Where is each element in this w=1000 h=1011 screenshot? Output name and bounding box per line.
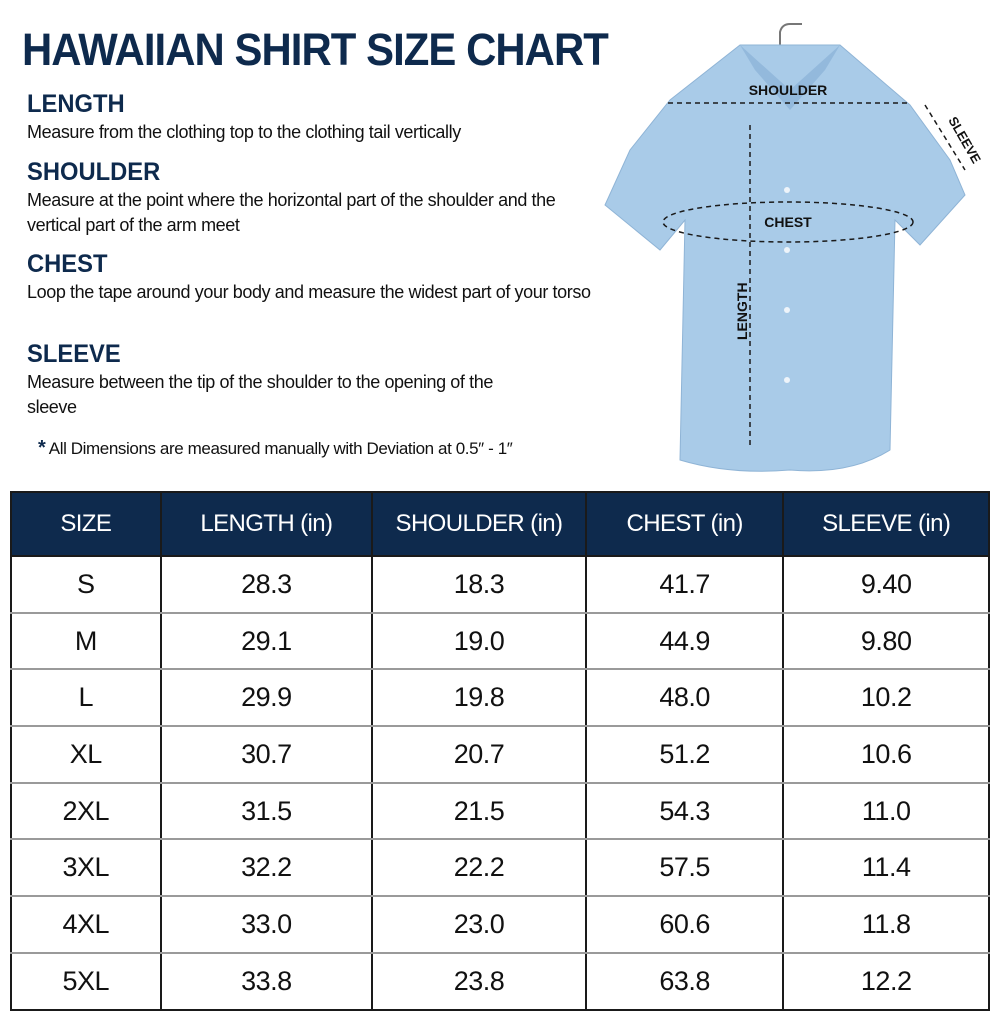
table-cell: 23.0 [371, 895, 587, 954]
table-cell: 29.1 [159, 611, 374, 671]
table-row: S 28.3 18.3 41.7 9.40 [10, 555, 990, 614]
section-sleeve: SLEEVE Measure between the tip of the sh… [27, 340, 547, 420]
size-table: SIZE LENGTH (in) SHOULDER (in) CHEST (in) SL… [10, 491, 990, 1011]
shirt-body [604, 44, 966, 472]
table-cell: 11.8 [782, 895, 990, 954]
table-cell: 12.2 [782, 951, 990, 1011]
section-text: Loop the tape around your body and measu… [27, 282, 591, 302]
section-shoulder: SHOULDER Measure at the point where the … [27, 158, 607, 238]
hanger-icon [779, 23, 802, 50]
section-heading: SLEEVE [27, 340, 121, 368]
table-cell: L [10, 668, 162, 728]
table-cell: 30.7 [159, 725, 374, 784]
table-cell: 63.8 [584, 951, 785, 1011]
table-cell: 11.0 [782, 781, 990, 841]
table-cell: 57.5 [584, 838, 785, 898]
sleeve-label: SLEEVE [945, 114, 984, 166]
section-heading: SHOULDER [27, 158, 161, 186]
section-chest: CHEST Loop the tape around your body and… [27, 250, 597, 305]
table-cell: XL [10, 725, 162, 784]
shirt-diagram: SHOULDER CHEST LENGTH SLEEVE [604, 23, 984, 472]
deviation-note: * All Dimensions are measured manually w… [38, 437, 513, 460]
table-cell: 10.2 [782, 668, 990, 728]
table-cell: 33.8 [159, 951, 374, 1011]
buttons [784, 187, 790, 383]
table-cell: 28.3 [159, 555, 374, 614]
table-cell: 10.6 [782, 725, 990, 784]
table-cell: 5XL [10, 951, 162, 1011]
table-cell: 29.9 [159, 668, 374, 728]
table-cell: 31.5 [159, 781, 374, 841]
table-cell: 11.4 [782, 838, 990, 898]
table-cell: 2XL [10, 781, 162, 841]
table-cell: S [10, 555, 162, 614]
table-row: M 29.1 19.0 44.9 9.80 [10, 611, 990, 671]
shoulder-label: SHOULDER [749, 82, 828, 98]
table-cell: 44.9 [584, 611, 785, 671]
length-label: LENGTH [734, 282, 750, 340]
table-cell: 3XL [10, 838, 162, 898]
table-cell: 19.0 [371, 611, 587, 671]
table-cell: 22.2 [371, 838, 587, 898]
column-header: SHOULDER (in) [371, 491, 587, 557]
table-row: XL 30.7 20.7 51.2 10.6 [10, 725, 990, 784]
section-text: Measure between the tip of the shoulder … [27, 372, 493, 417]
table-cell: 48.0 [584, 668, 785, 728]
section-heading: LENGTH [27, 90, 125, 118]
asterisk-icon: * [38, 437, 46, 459]
table-cell: 60.6 [584, 895, 785, 954]
table-cell: 20.7 [371, 725, 587, 784]
table-cell: 41.7 [584, 555, 785, 614]
table-row: L 29.9 19.8 48.0 10.2 [10, 668, 990, 728]
table-cell: 19.8 [371, 668, 587, 728]
section-heading: CHEST [27, 250, 108, 278]
section-text: Measure at the point where the horizonta… [27, 190, 556, 235]
table-cell: 9.40 [782, 555, 990, 614]
chest-label: CHEST [764, 214, 812, 230]
table-row: 3XL 32.2 22.2 57.5 11.4 [10, 838, 990, 898]
column-header: CHEST (in) [584, 491, 785, 557]
table-row: 5XL 33.8 23.8 63.8 12.2 [10, 951, 990, 1011]
table-cell: 23.8 [371, 951, 587, 1011]
table-cell: 32.2 [159, 838, 374, 898]
table-cell: 54.3 [584, 781, 785, 841]
table-cell: 51.2 [584, 725, 785, 784]
table-cell: 9.80 [782, 611, 990, 671]
section-text: Measure from the clothing top to the clo… [27, 122, 461, 142]
table-row: 4XL 33.0 23.0 60.6 11.8 [10, 895, 990, 954]
section-length: LENGTH Measure from the clothing top to … [27, 90, 461, 145]
table-header-row: SIZE LENGTH (in) SHOULDER (in) CHEST (in) SL… [10, 491, 990, 557]
table-row: 2XL 31.5 21.5 54.3 11.0 [10, 781, 990, 841]
page-title: HAWAIIAN SHIRT SIZE CHART [22, 24, 609, 75]
table-cell: 18.3 [371, 555, 587, 614]
note-text: All Dimensions are measured manually wit… [48, 439, 513, 458]
table-cell: 33.0 [159, 895, 374, 954]
column-header: LENGTH (in) [159, 491, 374, 557]
column-header: SLEEVE (in) [782, 491, 990, 557]
table-cell: 4XL [10, 895, 162, 954]
table-cell: 21.5 [371, 781, 587, 841]
column-header: SIZE [10, 491, 162, 557]
table-cell: M [10, 611, 162, 671]
